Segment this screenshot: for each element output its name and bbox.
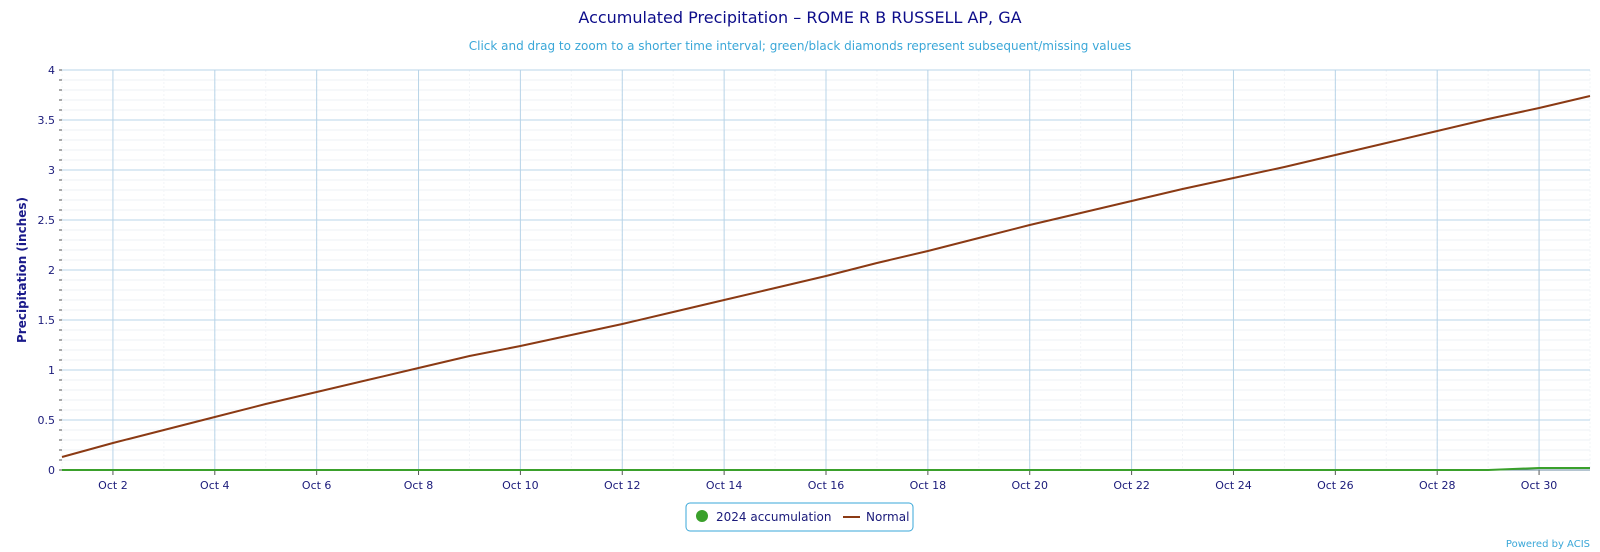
legend-label-normal: Normal <box>866 510 909 524</box>
y-tick-label: 1.5 <box>38 314 56 327</box>
x-tick-label: Oct 22 <box>1113 479 1150 492</box>
y-tick-label: 4 <box>48 64 55 77</box>
x-tick-label: Oct 10 <box>502 479 539 492</box>
legend-box <box>685 502 914 532</box>
legend-label-2024-accumulation: 2024 accumulation <box>716 510 831 524</box>
plot-area: 00.511.522.533.54 Oct 2 Oct 4 Oct 6 Oct 8 Oc… <box>38 64 1591 492</box>
y-tick-label: 2.5 <box>38 214 56 227</box>
x-tick-label: Oct 4 <box>200 479 230 492</box>
x-tick-label: Oct 16 <box>808 479 845 492</box>
x-tick-label: Oct 6 <box>302 479 332 492</box>
x-tick-label: Oct 20 <box>1011 479 1048 492</box>
x-tick-label: Oct 12 <box>604 479 641 492</box>
x-tick-label: Oct 30 <box>1521 479 1558 492</box>
y-tick-label: 3.5 <box>38 114 56 127</box>
x-axis: Oct 2 Oct 4 Oct 6 Oct 8 Oct 10 Oct 12 Oct 14 Oc… <box>62 469 1590 492</box>
legend-item-2024-accumulation[interactable]: 2024 accumulation <box>696 510 831 524</box>
legend-item-normal[interactable]: Normal <box>843 510 909 524</box>
x-tick-label: Oct 18 <box>910 479 947 492</box>
chart-title: Accumulated Precipitation – ROME R B RUS… <box>578 8 1021 27</box>
y-tick-label: 1 <box>48 364 55 377</box>
x-tick-label: Oct 28 <box>1419 479 1456 492</box>
x-tick-label: Oct 24 <box>1215 479 1252 492</box>
x-tick-label: Oct 2 <box>98 479 128 492</box>
powered-by-credit[interactable]: Powered by ACIS <box>1506 539 1590 550</box>
series-line-2024-accumulation <box>62 467 1590 471</box>
y-axis: 0 0.5 1 1.5 2 2.5 3 3.5 4 <box>38 64 62 477</box>
legend-marker-2024-accumulation <box>696 510 708 522</box>
y-tick-label: 3 <box>48 164 55 177</box>
y-axis-label: Precipitation (inches) <box>15 197 29 343</box>
series-layer <box>61 95 1591 471</box>
y-tick-label: 0.5 <box>38 414 56 427</box>
y-tick-label: 2 <box>48 264 55 277</box>
y-tick-label: 0 <box>48 464 55 477</box>
x-tick-label: Oct 8 <box>404 479 434 492</box>
x-tick-label: Oct 26 <box>1317 479 1354 492</box>
series-line-normal <box>61 95 1591 458</box>
chart-subtitle: Click and drag to zoom to a shorter time… <box>469 39 1131 53</box>
x-tick-label: Oct 14 <box>706 479 743 492</box>
legend[interactable]: 2024 accumulation Normal <box>685 502 914 532</box>
